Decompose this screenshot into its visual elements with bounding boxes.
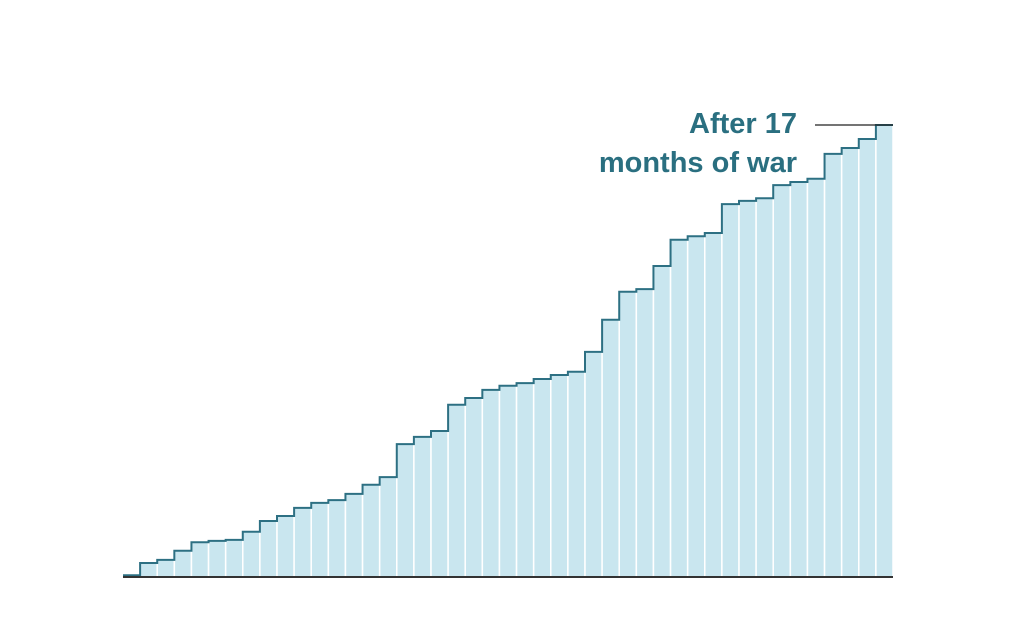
bar [378,476,398,578]
bar [310,502,330,578]
bar [207,540,227,578]
bar [686,235,706,578]
bar [498,385,518,578]
bar [875,124,894,578]
annotation: months of war [599,147,797,179]
bar [806,178,826,578]
bar [755,197,774,578]
step-line [123,124,893,577]
bar [224,539,244,578]
bar [447,404,466,578]
bar [789,181,809,578]
bar [327,499,347,578]
bar [669,239,689,578]
bar [532,378,552,578]
bar [652,265,672,578]
bar [772,184,792,578]
bar [721,203,740,578]
bar [293,507,312,578]
bar [242,531,261,578]
bar [259,520,278,578]
bar [584,351,603,578]
bar [396,443,415,578]
bar [738,200,757,578]
bar [190,541,210,578]
bar [823,153,843,578]
bar [344,493,364,578]
bar [276,515,295,578]
bar [840,147,860,578]
bar [464,397,484,578]
bar [173,550,193,578]
bar [430,430,449,578]
annotation: After 17 [689,108,797,140]
bar [601,319,620,578]
bar [515,382,535,578]
bar [156,559,176,578]
bar [858,138,877,578]
bar [618,291,638,578]
bar [567,371,586,578]
bar [139,562,158,578]
bar [481,389,501,578]
bar [413,436,432,578]
bar [361,484,381,578]
bar [550,374,569,578]
bar [704,232,723,578]
bar [635,288,655,578]
